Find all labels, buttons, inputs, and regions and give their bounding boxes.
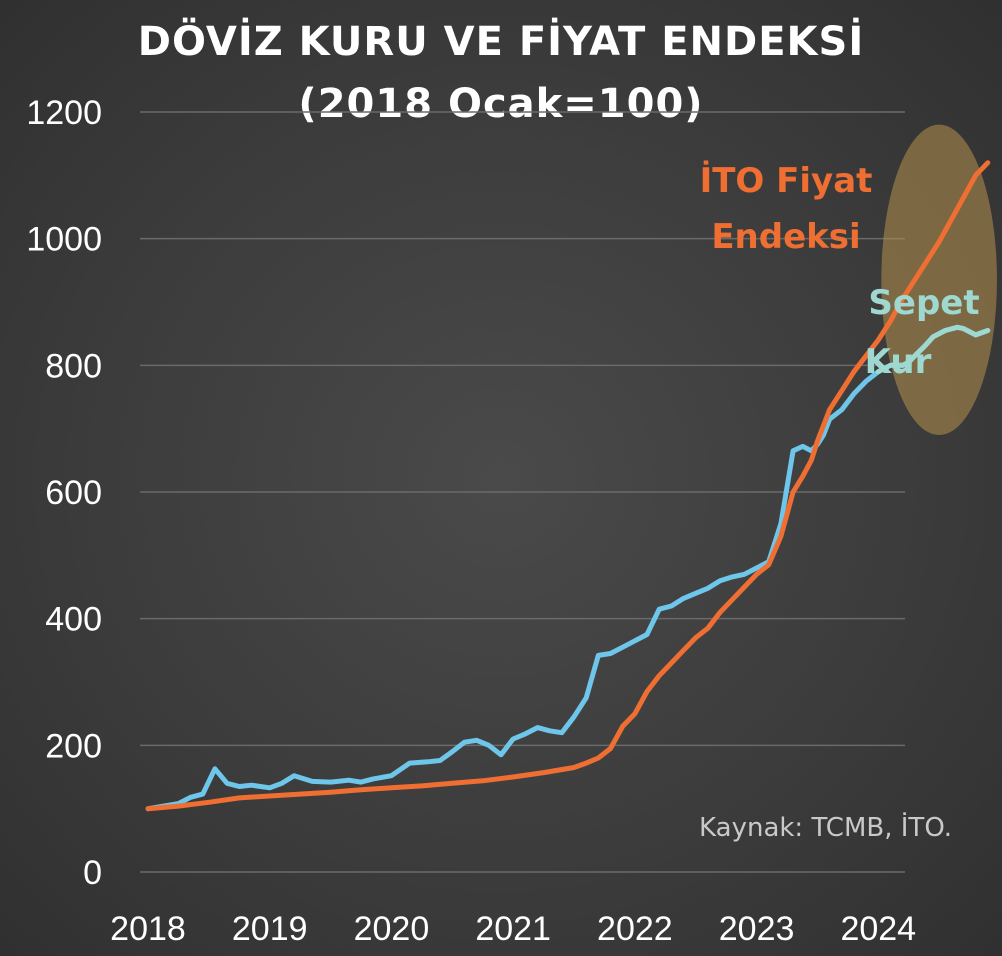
x-tick-label-2023: 2023 (719, 910, 795, 948)
y-tick-label-1200: 1200 (26, 94, 102, 132)
y-tick-label-200: 200 (45, 727, 102, 765)
x-tick-label-2024: 2024 (840, 910, 916, 948)
x-tick-label-2021: 2021 (475, 910, 551, 948)
x-axis-tick-labels: 2018 2019 2020 2021 2022 2023 2024 (110, 910, 916, 948)
series-label-sepet-kur-line-2: Kur (865, 342, 932, 382)
y-tick-label-400: 400 (45, 601, 102, 639)
y-tick-label-1000: 1000 (26, 221, 102, 259)
x-tick-label-2022: 2022 (597, 910, 673, 948)
chart-title-line-1: DÖVİZ KURU VE FİYAT ENDEKSİ (137, 19, 865, 65)
x-tick-label-2019: 2019 (232, 910, 308, 948)
series-label-sepet-kur-line-1: Sepet (868, 283, 979, 323)
x-tick-label-2018: 2018 (110, 910, 186, 948)
series-line-sepet-kur-highlight (875, 324, 991, 375)
source-note: Kaynak: TCMB, İTO. (699, 811, 952, 843)
y-tick-label-600: 600 (45, 474, 102, 512)
series-lines (145, 160, 991, 812)
series-line-sepet-kur (145, 324, 991, 812)
chart-title-line-2: (2018 Ocak=100) (298, 81, 704, 127)
series-label-ito-line-1: İTO Fiyat (700, 160, 873, 201)
gridlines (140, 111, 905, 873)
y-axis-tick-labels: 0 200 400 600 800 1000 1200 (26, 94, 102, 892)
y-tick-label-800: 800 (45, 347, 102, 385)
x-tick-label-2020: 2020 (354, 910, 430, 948)
series-line-ito-fiyat-endeksi (145, 160, 991, 812)
y-tick-label-0: 0 (83, 854, 102, 892)
series-label-ito-line-2: Endeksi (711, 217, 860, 257)
